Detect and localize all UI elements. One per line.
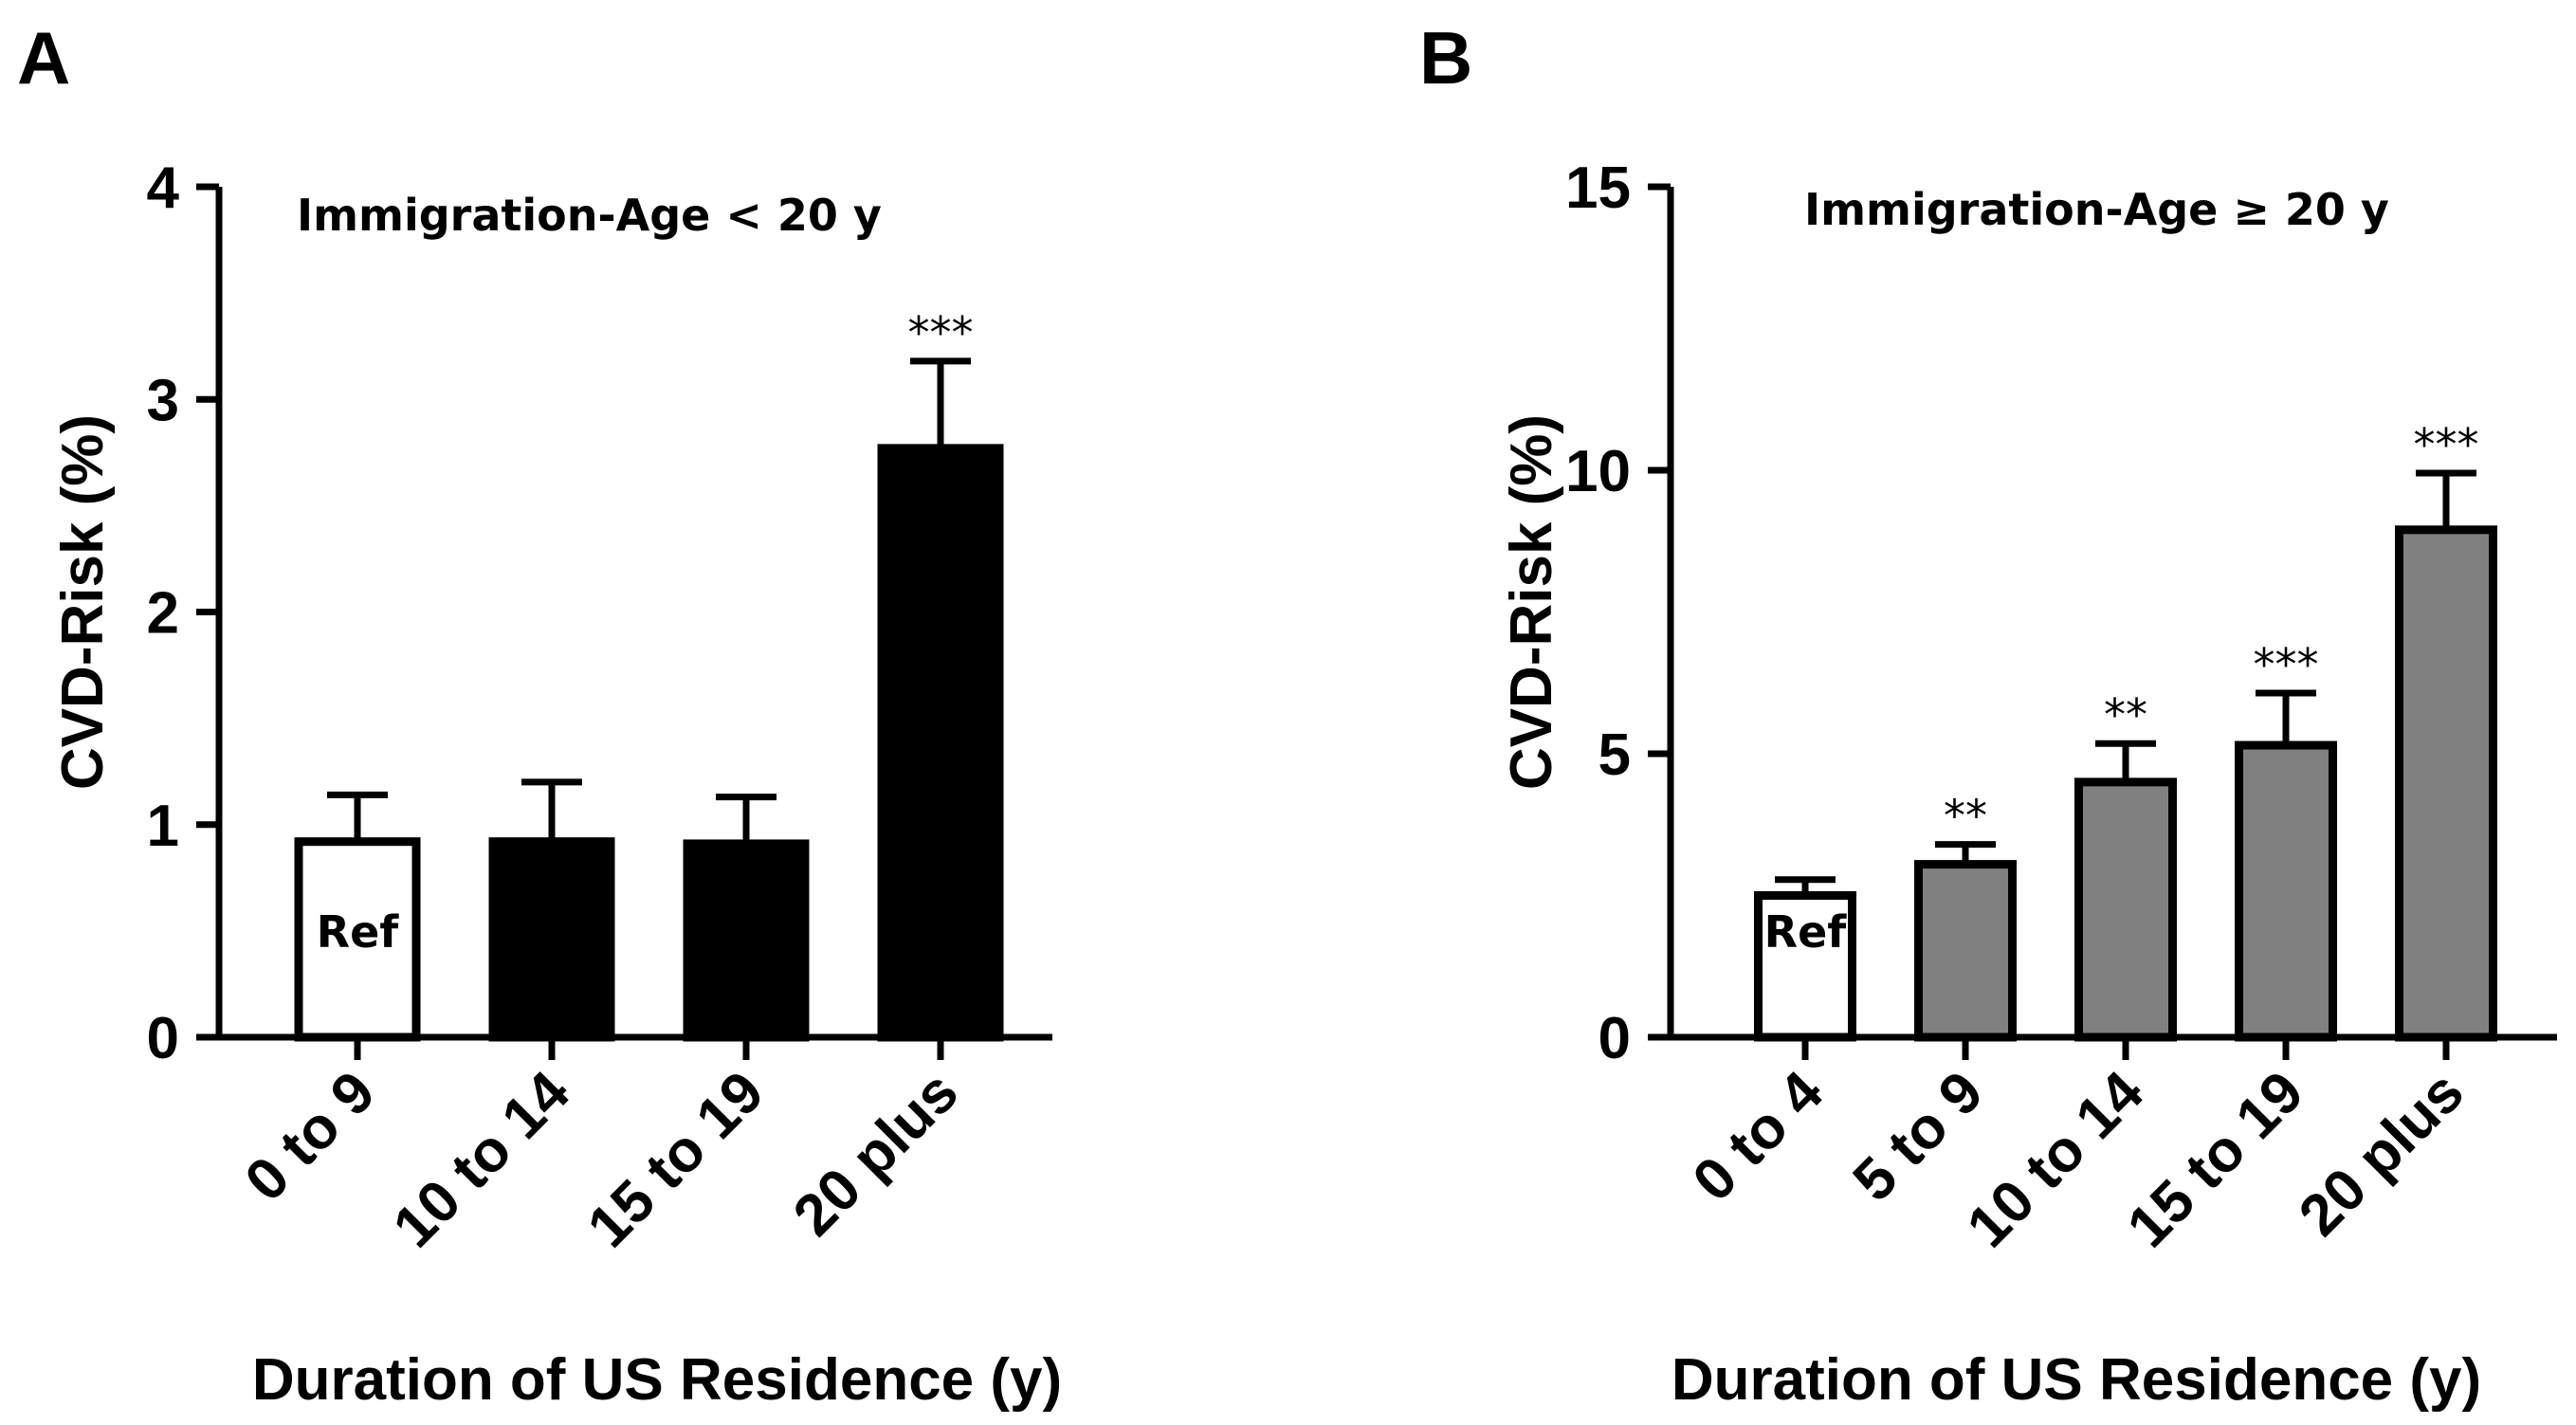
panel-a-y-tick-label: 2 <box>147 581 179 647</box>
panel-b-ref-label: Ref <box>1764 906 1848 958</box>
panel-b-x-tick-label: 5 to 9 <box>1841 1059 1996 1214</box>
panel-a-y-tick-label: 3 <box>147 368 179 433</box>
panel-b-subtitle: Immigration-Age ≥ 20 y <box>1804 184 2389 235</box>
panel-b-y-tick-label: 0 <box>1599 1006 1631 1071</box>
panel-b-x-tick-label: 15 to 19 <box>2115 1059 2316 1260</box>
panel-b-significance-label: *** <box>2414 419 2479 470</box>
panel-a-bar <box>683 839 810 1042</box>
panel-b-bar <box>2235 740 2337 1042</box>
panel-b-marks: 0 5 10 15 0 to 4 Ref 5 to 9 ** 10 to 14 ** 15 to 1… <box>1565 155 2557 1260</box>
panel-a-bar <box>294 837 421 1042</box>
panel-a-subtitle: Immigration-Age < 20 y <box>297 190 882 241</box>
panel-a-x-axis-title: Duration of US Residence (y) <box>252 1347 1062 1413</box>
panel-b-bar <box>1754 891 1856 1042</box>
panel-b-bar <box>2074 777 2177 1042</box>
panel-a-y-axis-title: CVD-Risk (%) <box>50 414 116 790</box>
panel-b-x-axis-title: Duration of US Residence (y) <box>1672 1347 2481 1413</box>
panel-b-x-tick-label: 0 to 4 <box>1681 1059 1836 1215</box>
panel-b-label: B <box>1419 16 1472 100</box>
panel-a-label: A <box>17 16 70 100</box>
panel-a-y-tick-label: 0 <box>147 1006 179 1071</box>
panel-b-y-axis-title: CVD-Risk (%) <box>1499 414 1564 790</box>
panel-b-significance-label: *** <box>2254 639 2319 690</box>
panel-a-x-tick-label: 10 to 14 <box>381 1059 582 1260</box>
panel-a-x-tick-label: 15 to 19 <box>575 1059 776 1260</box>
panel-b-y-tick-label: 15 <box>1565 155 1631 221</box>
panel-b-x-tick-label: 10 to 14 <box>1955 1059 2156 1260</box>
panel-a-ref-label: Ref <box>317 906 400 958</box>
panel-a-x-tick-label: 20 plus <box>781 1059 971 1249</box>
panel-a-bar <box>488 837 615 1042</box>
panel-b-y-tick-label: 5 <box>1599 722 1631 788</box>
panel-b-bar <box>2395 525 2497 1042</box>
panel-a-chart: A Immigration-Age < 20 y CVD-Risk (%) Du… <box>17 16 1062 1413</box>
panel-a-y-tick-label: 4 <box>147 155 180 221</box>
panel-a-bar <box>877 444 1004 1042</box>
panel-a-x-tick-label: 0 to 9 <box>233 1059 388 1214</box>
panel-b-bar <box>1914 860 2017 1042</box>
panel-a-significance-label: *** <box>908 307 974 358</box>
panel-b-y-tick-label: 10 <box>1565 439 1631 504</box>
panel-a-y-tick-label: 1 <box>147 794 179 859</box>
panel-b-significance-label: ** <box>1944 791 1987 842</box>
panel-b-chart: B Immigration-Age ≥ 20 y CVD-Risk (%) Du… <box>1419 16 2557 1413</box>
panel-b-x-tick-label: 20 plus <box>2287 1059 2476 1249</box>
panel-b-significance-label: ** <box>2104 689 2147 740</box>
